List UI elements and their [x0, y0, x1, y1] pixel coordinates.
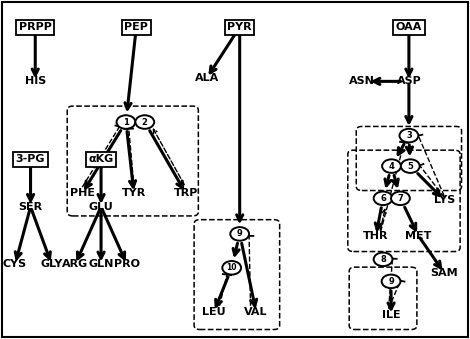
Text: ASP: ASP — [397, 76, 421, 86]
Circle shape — [222, 261, 241, 275]
Text: 2: 2 — [142, 118, 148, 126]
Text: VAL: VAL — [244, 307, 268, 317]
Circle shape — [400, 129, 418, 142]
Text: GLN: GLN — [88, 259, 114, 270]
Text: HIS: HIS — [24, 76, 46, 86]
Text: αKG: αKG — [88, 154, 114, 164]
Text: LEU: LEU — [202, 307, 226, 317]
Text: 3-PG: 3-PG — [16, 154, 45, 164]
Text: 9: 9 — [237, 230, 243, 238]
Text: 6: 6 — [380, 194, 386, 203]
Circle shape — [117, 115, 135, 129]
Text: ASN: ASN — [349, 76, 375, 86]
Text: OAA: OAA — [396, 22, 422, 32]
Text: SER: SER — [18, 202, 43, 212]
Text: PRPP: PRPP — [19, 22, 52, 32]
Text: ALA: ALA — [195, 73, 219, 83]
Text: ILE: ILE — [382, 310, 400, 320]
Circle shape — [391, 192, 410, 205]
Text: CYS: CYS — [3, 259, 27, 270]
Text: 3: 3 — [406, 131, 412, 140]
Text: THR: THR — [363, 231, 389, 241]
Text: MET: MET — [405, 231, 431, 241]
Circle shape — [401, 159, 420, 173]
Circle shape — [382, 159, 401, 173]
Text: TYR: TYR — [122, 188, 146, 198]
Text: GLU: GLU — [89, 202, 113, 212]
Text: PRO: PRO — [114, 259, 140, 270]
Text: PHE: PHE — [70, 188, 95, 198]
Text: 7: 7 — [398, 194, 403, 203]
Text: TRP: TRP — [173, 188, 198, 198]
Text: 1: 1 — [123, 118, 129, 126]
Circle shape — [230, 227, 249, 241]
Text: PEP: PEP — [125, 22, 148, 32]
Text: GLY: GLY — [40, 259, 63, 270]
Text: SAM: SAM — [431, 268, 458, 278]
Circle shape — [374, 253, 392, 266]
Text: LYS: LYS — [433, 195, 455, 205]
Circle shape — [382, 275, 400, 288]
Text: 10: 10 — [227, 263, 237, 272]
Text: PYR: PYR — [227, 22, 252, 32]
Text: 8: 8 — [380, 255, 386, 264]
Text: 9: 9 — [388, 277, 394, 286]
Circle shape — [374, 192, 392, 205]
Text: 4: 4 — [389, 162, 394, 171]
Circle shape — [135, 115, 154, 129]
Text: 5: 5 — [407, 162, 413, 171]
Text: ARG: ARG — [62, 259, 88, 270]
